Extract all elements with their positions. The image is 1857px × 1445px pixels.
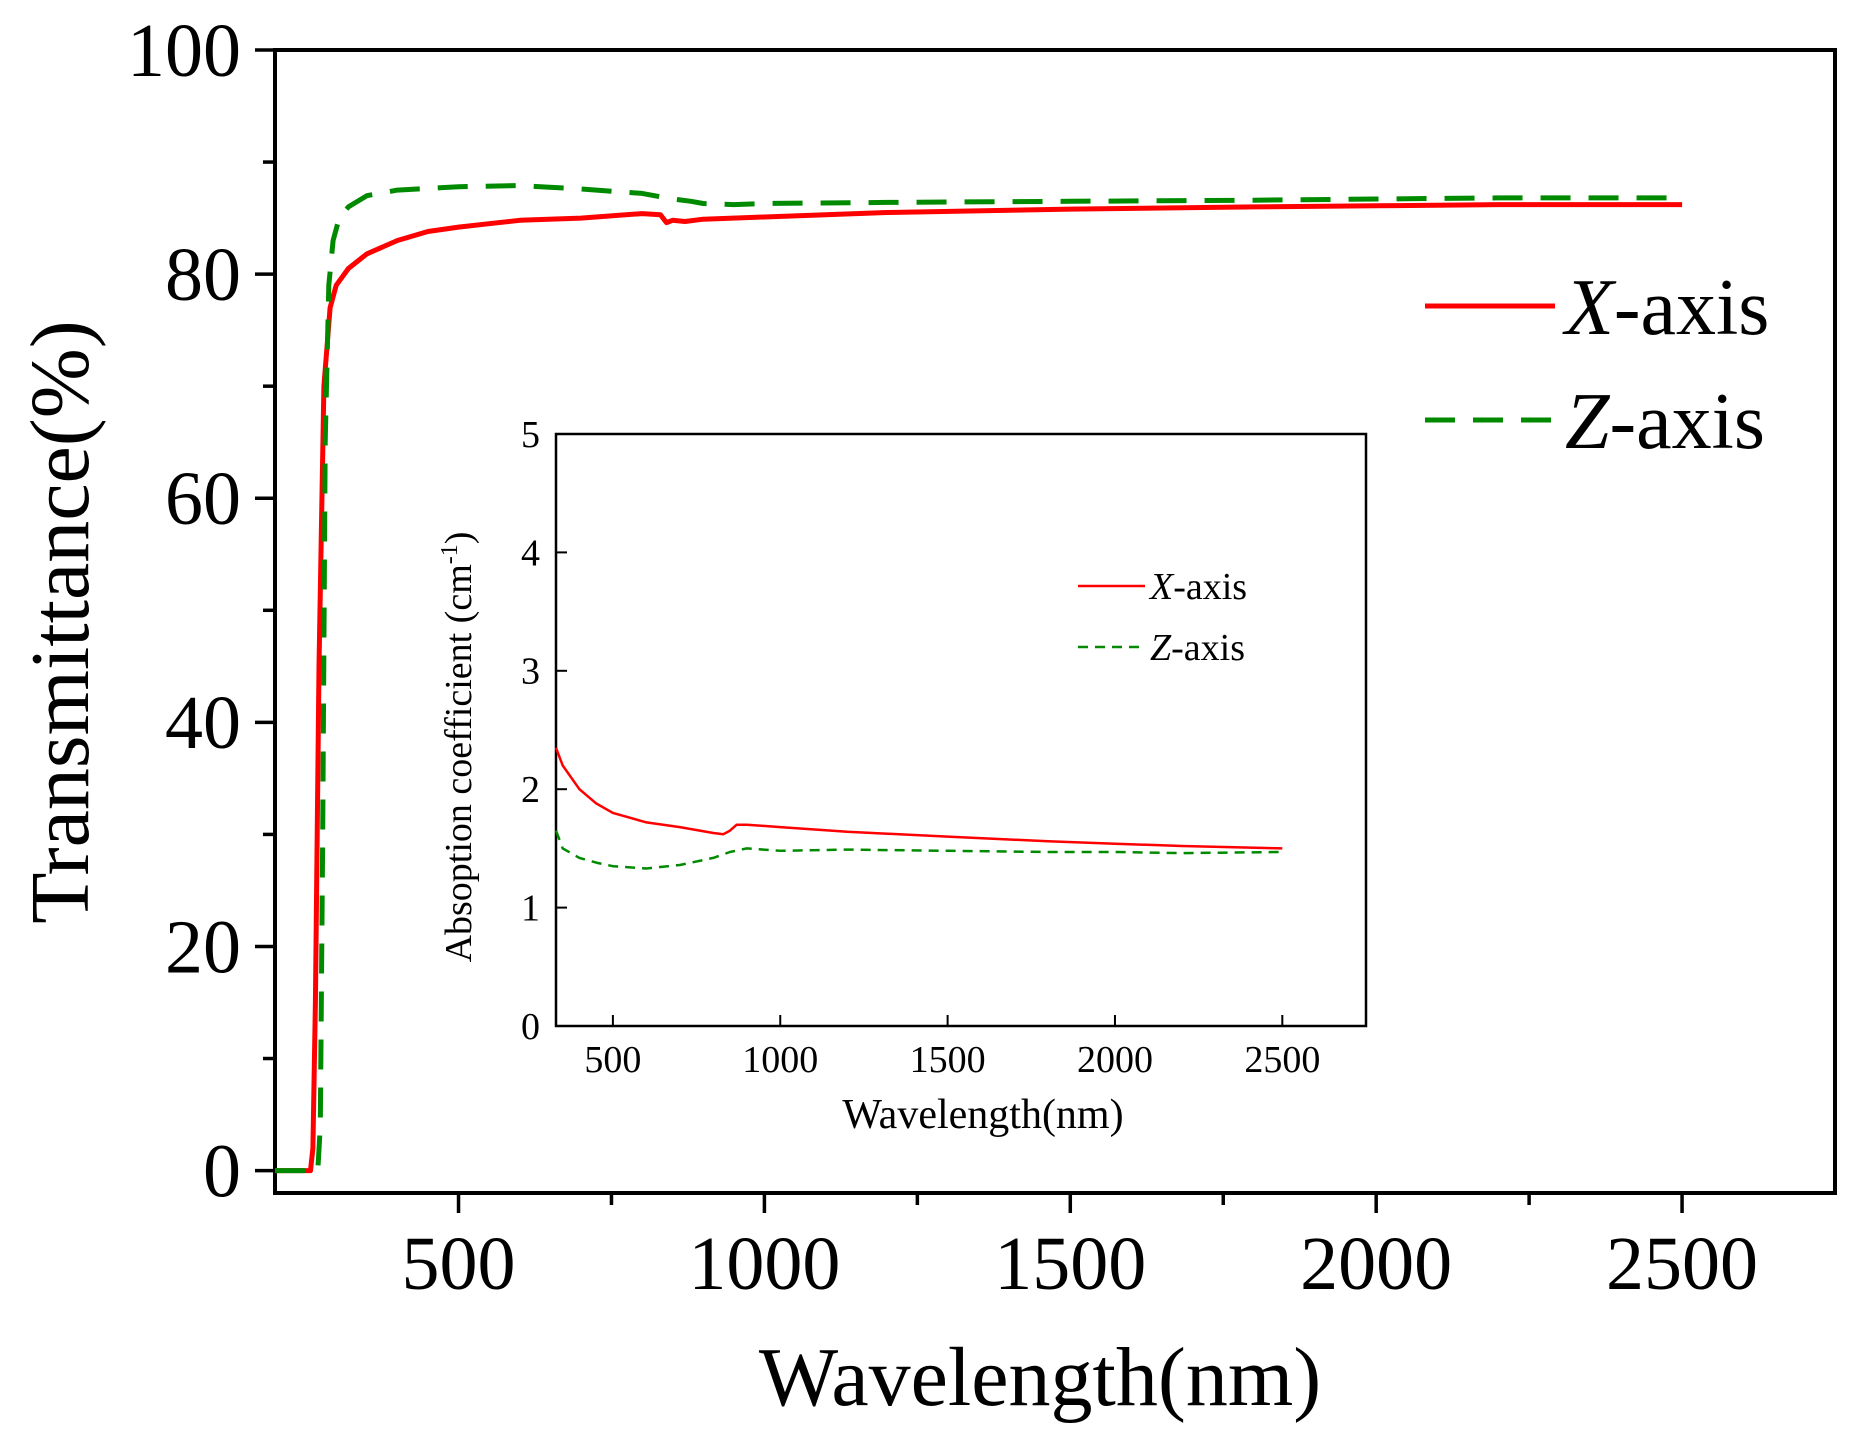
main-series-z-axis	[275, 183, 1683, 1174]
inset-series-z-axis	[554, 830, 1283, 870]
inset-legend-z-axis-label: Z-axis	[1150, 627, 1245, 669]
inset-plot-frame	[554, 432, 1368, 1028]
main-y-axis-label: Transmittance(%)	[14, 320, 107, 923]
main-y-tick-label-40: 40	[165, 681, 241, 765]
main-y-tick-label-80: 80	[165, 233, 241, 317]
main-x-tick-label-2000: 2000	[1300, 1222, 1452, 1306]
inset-y-tick-label-0: 0	[521, 1006, 540, 1048]
main-series-x-axis	[275, 202, 1683, 1174]
inset-x-tick-label-500: 500	[584, 1039, 641, 1081]
main-x-axis-label: Wavelength(nm)	[759, 1331, 1321, 1424]
inset-legend-x-axis-label: X-axis	[1148, 566, 1247, 608]
main-legend-x-axis-label: X-axis	[1562, 264, 1769, 352]
inset-x-tick-label-1000: 1000	[742, 1039, 818, 1081]
main-x-tick-label-1500: 1500	[994, 1222, 1146, 1306]
inset-x-axis-label: Wavelength(nm)	[842, 1092, 1123, 1138]
inset-y-tick-label-4: 4	[521, 532, 540, 574]
inset-y-tick-label-3: 3	[521, 651, 540, 693]
main-y-tick-label-60: 60	[165, 457, 241, 541]
inset-y-axis-label: Absoption coefficient (cm-1)	[437, 532, 480, 963]
inset-x-tick-label-2000: 2000	[1077, 1039, 1153, 1081]
inset-y-tick-label-1: 1	[521, 888, 540, 930]
main-x-tick-label-1000: 1000	[688, 1222, 840, 1306]
inset-x-tick-label-2500: 2500	[1244, 1039, 1320, 1081]
inset-y-tick-label-2: 2	[521, 769, 540, 811]
main-legend-z-axis-label: Z-axis	[1565, 378, 1765, 466]
main-y-tick-label-20: 20	[165, 905, 241, 989]
main-plot-frame	[273, 48, 1837, 1195]
inset-series-x-axis	[554, 747, 1283, 850]
main-x-tick-label-2500: 2500	[1606, 1222, 1758, 1306]
main-x-tick-label-500: 500	[402, 1222, 516, 1306]
main-y-tick-label-100: 100	[127, 9, 241, 93]
inset-y-tick-label-5: 5	[521, 414, 540, 456]
main-y-tick-label-0: 0	[203, 1129, 241, 1213]
inset-x-tick-label-1500: 1500	[910, 1039, 986, 1081]
